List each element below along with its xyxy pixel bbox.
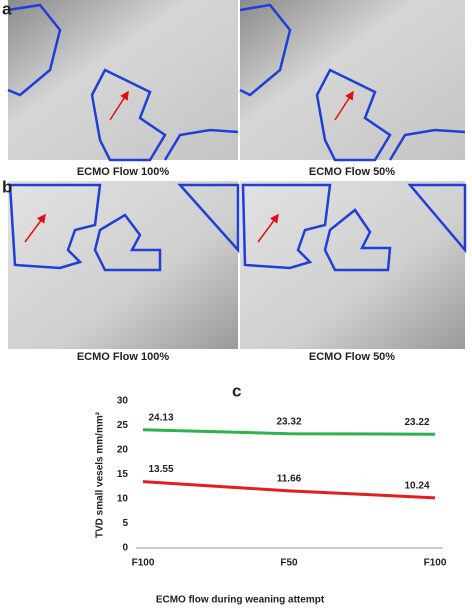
caption: ECMO Flow 50% xyxy=(309,166,395,178)
x-tick-label: F100 xyxy=(424,558,447,569)
data-label: 13.55 xyxy=(148,464,173,475)
x-axis-title: ECMO flow during weaning attempt xyxy=(156,595,325,606)
image-b-50 xyxy=(240,181,467,349)
image-a-100 xyxy=(7,0,239,162)
y-tick-label: 5 xyxy=(122,518,128,529)
series-line xyxy=(142,428,436,436)
caption: ECMO Flow 100% xyxy=(77,166,170,178)
series-line xyxy=(142,480,436,500)
data-label: 24.13 xyxy=(148,412,173,423)
data-label: 23.22 xyxy=(404,417,429,428)
y-tick-label: 25 xyxy=(117,420,129,431)
image-b-100 xyxy=(8,181,240,349)
y-tick-label: 10 xyxy=(117,494,129,505)
data-label: 10.24 xyxy=(404,480,429,491)
x-tick-label: F100 xyxy=(132,558,155,569)
panel-label: b xyxy=(2,177,12,196)
image-a-50 xyxy=(239,0,466,162)
data-label: 11.66 xyxy=(277,474,302,485)
y-tick-label: 30 xyxy=(117,396,129,407)
y-tick-label: 15 xyxy=(117,469,129,480)
caption: ECMO Flow 50% xyxy=(309,351,395,363)
x-tick-label: F50 xyxy=(280,558,298,569)
y-tick-label: 0 xyxy=(122,543,128,554)
y-tick-label: 20 xyxy=(117,445,129,456)
panel-label: a xyxy=(2,0,12,18)
caption: ECMO Flow 100% xyxy=(77,351,170,363)
data-label: 23.32 xyxy=(276,416,301,427)
y-axis-title: TVD small vesels mm/mm² xyxy=(95,411,106,538)
panel-label: c xyxy=(232,381,241,400)
